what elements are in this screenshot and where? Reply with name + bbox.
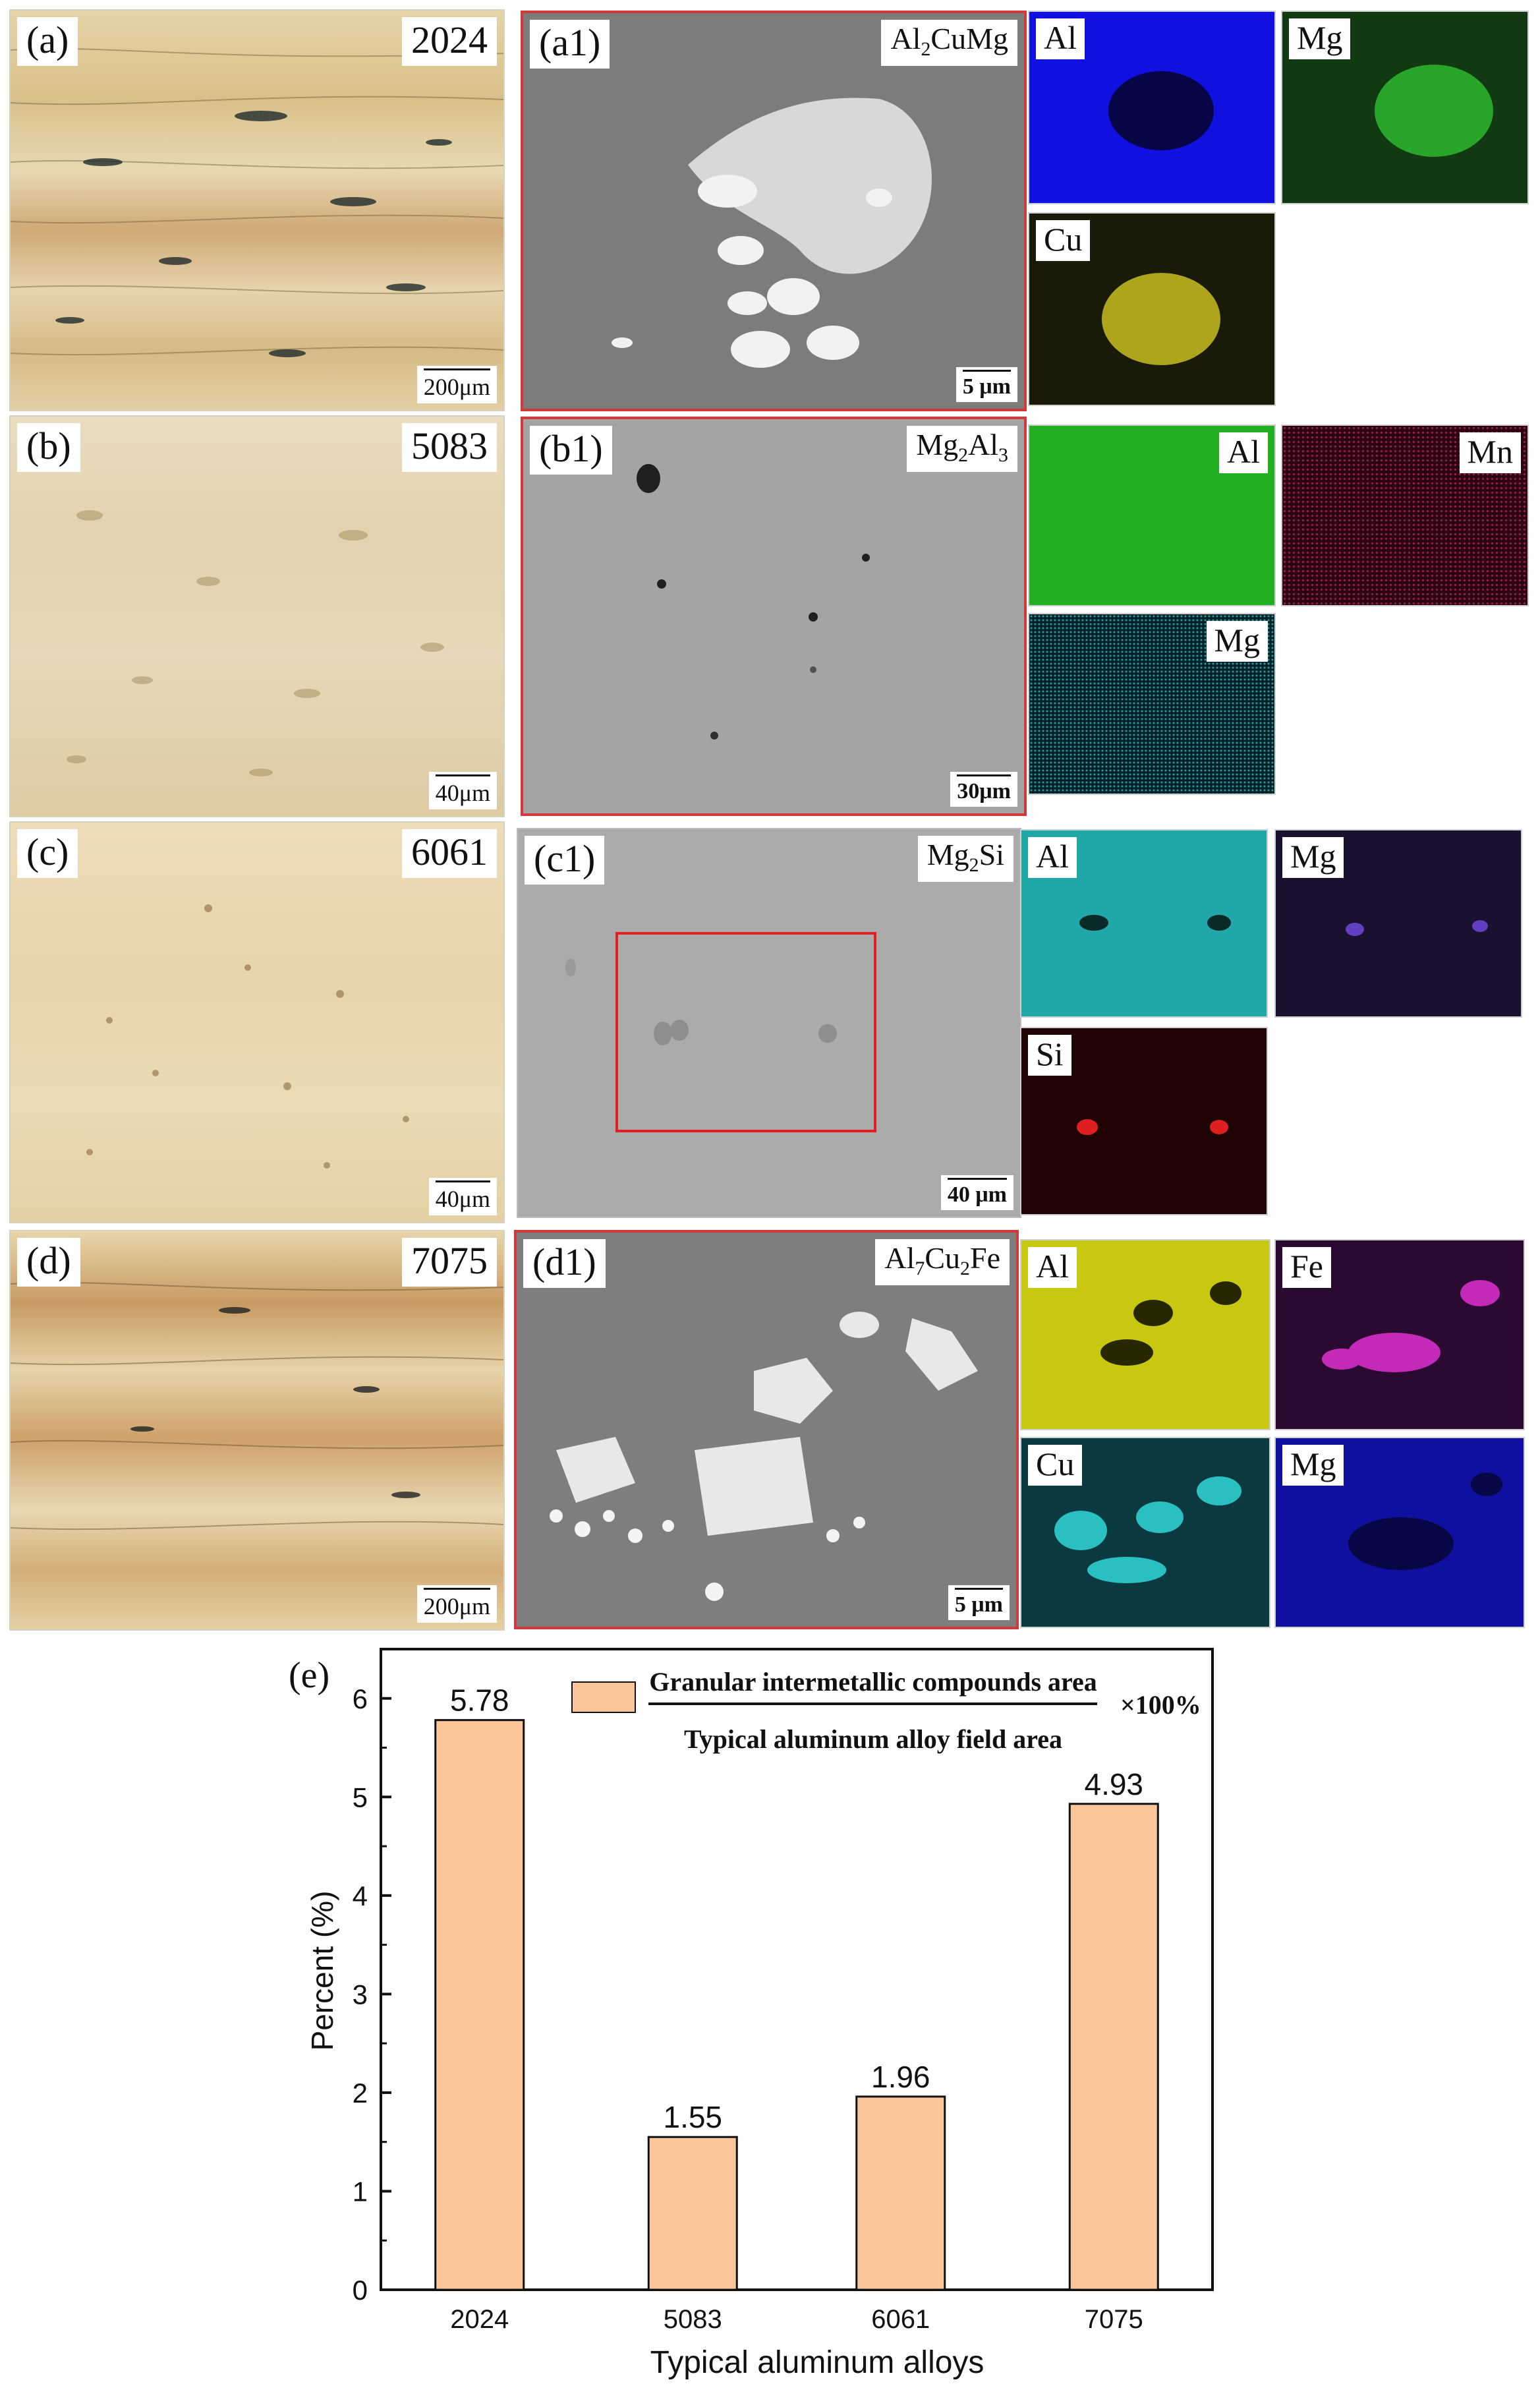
edx-map-mg-c: Mg — [1274, 829, 1522, 1018]
scale-bar-c: 40μm — [428, 1178, 497, 1215]
element-label: Cu — [1036, 220, 1091, 261]
alloy-label-2024: 2024 — [402, 17, 497, 66]
bar-7075 — [1068, 1803, 1159, 2291]
legend: Granular intermetallic compounds area Ty… — [571, 1667, 1201, 1754]
alloy-label-5083: 5083 — [402, 423, 497, 472]
sem-image-a1: (a1) Al2CuMg 5 μm — [521, 11, 1027, 411]
panel-label-c: (c) — [17, 829, 78, 878]
element-label: Mg — [1282, 837, 1344, 878]
scale-bar-c1: 40 μm — [940, 1175, 1013, 1210]
om-texture-a — [11, 47, 503, 357]
phase-label-c1: Mg2Si — [917, 836, 1013, 883]
legend-multiplier: ×100% — [1120, 1690, 1201, 1720]
edx-map-al-a: Al — [1028, 11, 1276, 204]
panel-label-e: (e) — [289, 1655, 329, 1696]
x-tick-label: 7075 — [1085, 2305, 1143, 2334]
edx-map-cu-a: Cu — [1028, 212, 1276, 406]
edx-map-al-d: Al — [1020, 1239, 1270, 1430]
sem-image-c1: (c1) Mg2Si 40 μm — [517, 828, 1021, 1218]
edx-map-mg-a: Mg — [1281, 11, 1529, 204]
element-label: Cu — [1028, 1445, 1083, 1486]
element-label: Al — [1036, 18, 1085, 59]
sem-particles-a1 — [612, 98, 932, 368]
legend-denominator: Typical aluminum alloy field area — [684, 1724, 1062, 1754]
scale-bar-d1: 5 μm — [948, 1585, 1010, 1620]
alloy-label-6061: 6061 — [402, 829, 497, 878]
y-tick-label: 2 — [353, 2078, 368, 2109]
bar-2024 — [434, 1719, 525, 2291]
om-image-b: (b) 5083 40μm — [9, 415, 505, 817]
panel-label-d: (d) — [17, 1238, 80, 1287]
y-tick-label: 1 — [353, 2176, 368, 2207]
edx-map-mg-d: Mg — [1274, 1437, 1525, 1628]
scale-bar-b: 40μm — [428, 772, 497, 809]
bar-6061 — [855, 2095, 946, 2291]
y-tick-label: 4 — [353, 1880, 368, 1911]
scale-bar-a1: 5 μm — [955, 367, 1017, 402]
edx-map-al-c: Al — [1020, 829, 1268, 1018]
om-image-a: (a) 2024 200μm — [9, 9, 505, 411]
legend-swatch — [571, 1681, 636, 1713]
bars: 5.78 1.55 1.96 4.93 — [434, 1683, 1159, 2291]
phase-label-b1: Mg2Al3 — [907, 426, 1017, 473]
phase-label-d1: Al7Cu2Fe — [875, 1239, 1010, 1286]
panel-label-d1: (d1) — [523, 1239, 606, 1288]
x-axis-title: Typical aluminum alloys — [650, 2345, 984, 2380]
panel-label-a: (a) — [17, 17, 78, 66]
element-label: Al — [1219, 432, 1268, 473]
y-tick-label: 6 — [353, 1683, 368, 1714]
scale-bar-a: 200μm — [416, 366, 497, 403]
element-label: Mg — [1282, 1445, 1344, 1486]
sem-image-d1: (d1) Al7Cu2Fe 5 μm — [514, 1230, 1019, 1629]
element-label: Si — [1028, 1035, 1071, 1076]
legend-numerator: Granular intermetallic compounds area — [649, 1667, 1097, 1697]
panel-label-b1: (b1) — [530, 426, 612, 475]
bar-5083 — [647, 2136, 738, 2291]
bar-value-label: 4.93 — [1084, 1767, 1143, 1801]
bar-value-label: 1.96 — [871, 2060, 930, 2094]
panel-label-a1: (a1) — [530, 20, 610, 69]
element-label: Mn — [1459, 432, 1521, 473]
edx-map-fe-d: Fe — [1274, 1239, 1525, 1430]
y-axis: 0 1 2 3 4 5 6 — [353, 1683, 391, 2306]
scale-bar-b1: 30μm — [950, 772, 1017, 807]
y-tick-label: 0 — [353, 2275, 368, 2306]
om-image-c: (c) 6061 40μm — [9, 821, 505, 1223]
panel-label-b: (b) — [17, 423, 80, 472]
edx-map-mg-b: Mg — [1028, 613, 1276, 795]
alloy-label-7075: 7075 — [402, 1238, 497, 1287]
om-image-d: (d) 7075 200μm — [9, 1230, 505, 1631]
sem-image-b1: (b1) Mg2Al3 30μm — [521, 417, 1027, 816]
element-label: Al — [1028, 1247, 1077, 1288]
element-label: Al — [1028, 837, 1077, 878]
x-tick-label: 6061 — [871, 2305, 930, 2334]
edx-map-si-c: Si — [1020, 1027, 1268, 1215]
x-tick-label: 5083 — [664, 2305, 722, 2334]
x-tick-label: 2024 — [450, 2305, 509, 2334]
edx-map-cu-d: Cu — [1020, 1437, 1270, 1628]
y-axis-title: Percent (%) — [305, 1891, 339, 2051]
y-tick-label: 5 — [353, 1782, 368, 1813]
edx-map-mn-b: Mn — [1281, 424, 1529, 606]
region-of-interest — [615, 932, 876, 1132]
element-label: Mg — [1289, 18, 1351, 59]
y-tick-label: 3 — [353, 1979, 368, 2010]
element-label: Fe — [1282, 1247, 1331, 1288]
element-label: Mg — [1206, 621, 1268, 662]
plot-frame — [380, 1648, 1214, 2291]
edx-map-al-b: Al — [1028, 424, 1276, 606]
panel-label-c1: (c1) — [525, 836, 605, 885]
x-axis: 2024 5083 6061 7075 — [450, 2279, 1143, 2334]
bar-value-label: 5.78 — [450, 1683, 509, 1718]
scale-bar-d: 200μm — [416, 1585, 497, 1623]
bar-value-label: 1.55 — [663, 2100, 722, 2134]
phase-label-a1: Al2CuMg — [881, 20, 1017, 67]
